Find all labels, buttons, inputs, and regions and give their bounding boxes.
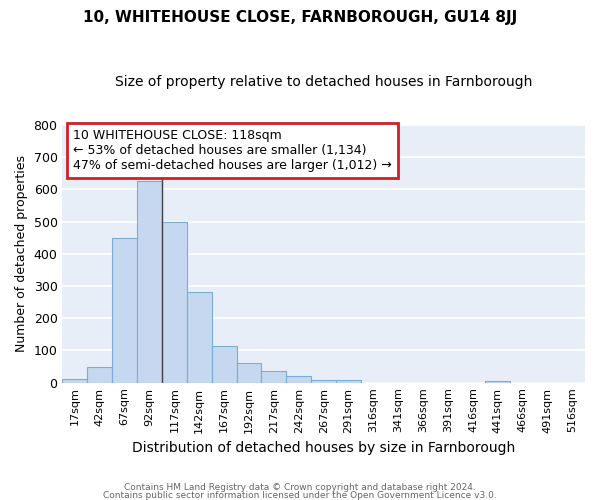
Bar bbox=[286, 376, 311, 382]
Bar bbox=[262, 372, 286, 382]
Bar bbox=[336, 380, 361, 382]
Bar bbox=[137, 182, 162, 382]
Text: Contains public sector information licensed under the Open Government Licence v3: Contains public sector information licen… bbox=[103, 490, 497, 500]
Text: 10, WHITEHOUSE CLOSE, FARNBOROUGH, GU14 8JJ: 10, WHITEHOUSE CLOSE, FARNBOROUGH, GU14 … bbox=[83, 10, 517, 25]
Y-axis label: Number of detached properties: Number of detached properties bbox=[15, 156, 28, 352]
Bar bbox=[162, 222, 187, 382]
Bar bbox=[88, 366, 112, 382]
Bar bbox=[236, 364, 262, 382]
Title: Size of property relative to detached houses in Farnborough: Size of property relative to detached ho… bbox=[115, 75, 532, 89]
Bar bbox=[62, 380, 88, 382]
Text: 10 WHITEHOUSE CLOSE: 118sqm
← 53% of detached houses are smaller (1,134)
47% of : 10 WHITEHOUSE CLOSE: 118sqm ← 53% of det… bbox=[73, 129, 392, 172]
Bar bbox=[485, 381, 511, 382]
Bar bbox=[212, 346, 236, 383]
Text: Contains HM Land Registry data © Crown copyright and database right 2024.: Contains HM Land Registry data © Crown c… bbox=[124, 484, 476, 492]
X-axis label: Distribution of detached houses by size in Farnborough: Distribution of detached houses by size … bbox=[132, 441, 515, 455]
Bar bbox=[112, 238, 137, 382]
Bar bbox=[311, 380, 336, 382]
Bar bbox=[187, 292, 212, 382]
